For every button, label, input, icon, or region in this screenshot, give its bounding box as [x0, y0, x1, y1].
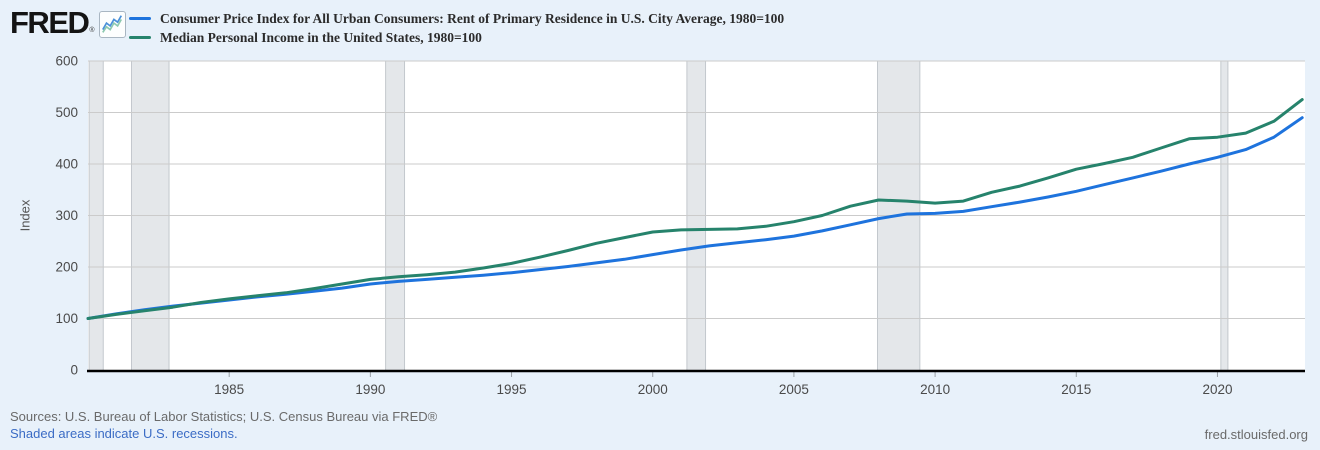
y-tick-label: 300: [55, 208, 78, 223]
series-line-median-income: [86, 98, 1304, 320]
y-tick-label: 0: [70, 363, 78, 378]
legend-swatch-blue: [129, 17, 151, 20]
legend-label-cpi-rent: Consumer Price Index for All Urban Consu…: [160, 10, 785, 26]
y-axis-title: Index: [17, 199, 33, 232]
fred-logo-chart-icon: [98, 11, 126, 38]
y-tick-label: 100: [55, 311, 78, 326]
fred-logo[interactable]: FRED ®: [10, 6, 126, 40]
registered-mark: ®: [89, 27, 95, 34]
fred-logo-text: FRED: [10, 5, 90, 40]
series-line-cpi-rent: [86, 116, 1304, 320]
legend-item-median-income: Median Personal Income in the United Sta…: [129, 28, 784, 47]
x-tick-label: 2005: [779, 382, 809, 397]
legend-label-median-income: Median Personal Income in the United Sta…: [160, 29, 482, 45]
x-tick-label: 2020: [1202, 382, 1232, 397]
x-tick-label: 2015: [1061, 382, 1091, 397]
x-tick-label: 1995: [497, 382, 527, 397]
legend-item-cpi-rent: Consumer Price Index for All Urban Consu…: [129, 9, 784, 28]
x-tick-label: 2010: [920, 382, 950, 397]
legend-swatch-green: [129, 36, 151, 39]
y-tick-label: 600: [55, 54, 78, 69]
y-tick-label: 500: [55, 105, 78, 120]
y-tick-label: 200: [55, 260, 78, 275]
sources-text: Sources: U.S. Bureau of Labor Statistics…: [10, 409, 438, 424]
x-tick-label: 1985: [214, 382, 244, 397]
recession-note-link[interactable]: Shaded areas indicate U.S. recessions.: [10, 426, 238, 441]
x-tick-label: 1990: [355, 382, 385, 397]
site-url-text: fred.stlouisfed.org: [1204, 427, 1308, 442]
chart-legend: Consumer Price Index for All Urban Consu…: [129, 9, 784, 47]
y-tick-label: 400: [55, 157, 78, 172]
x-tick-label: 2000: [638, 382, 668, 397]
